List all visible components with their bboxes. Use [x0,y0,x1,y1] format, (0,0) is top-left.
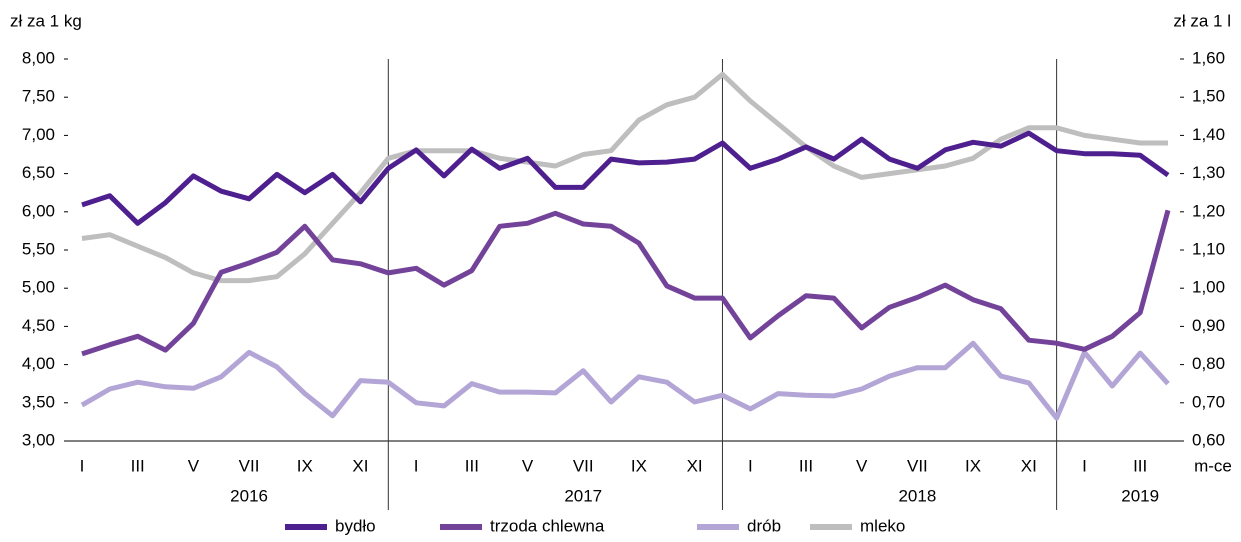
y-tick-label: 7,00 [22,125,55,144]
y-tick-label: 6,50 [22,163,55,182]
legend-label: drób [747,516,781,535]
y-axis-label: zł za 1 kg [10,11,82,30]
y-tick-label: 4,50 [22,316,55,335]
x-tick-label: III [1133,456,1147,475]
series-line [81,71,1168,284]
y-tick-label: 7,50 [22,87,55,106]
y2-tick-label: 1,30 [1192,163,1225,182]
y2-axis-label: zł za 1 l [1173,11,1231,30]
x-tick-label: XI [352,456,368,475]
x-tick-label: XI [1021,456,1037,475]
x-axis-unit: m-ce [1194,456,1232,475]
x-tick-label: IX [965,456,981,475]
x-tick-label: I [748,456,753,475]
y-tick-label: 3,50 [22,392,55,411]
y-tick-label: 6,00 [22,201,55,220]
y-tick-label: 3,00 [22,430,55,449]
x-tick-label: I [80,456,85,475]
y2-tick-label: 1,40 [1192,125,1225,144]
y-tick-label: 8,00 [22,48,55,67]
y2-tick-label: 1,20 [1192,201,1225,220]
year-label: 2019 [1121,486,1159,505]
x-tick-label: VII [907,456,928,475]
series-line [80,340,1170,421]
year-label: 2016 [230,486,268,505]
x-tick-label: IX [297,456,313,475]
x-tick-label: III [799,456,813,475]
x-tick-label: III [131,456,145,475]
x-tick-label: XI [687,456,703,475]
x-tick-label: I [414,456,419,475]
y2-tick-label: 0,90 [1192,316,1225,335]
x-tick-label: V [522,456,534,475]
legend-label: trzoda chlewna [490,516,605,535]
y2-tick-label: 0,70 [1192,392,1225,411]
x-tick-label: I [1082,456,1087,475]
x-tick-label: VII [573,456,594,475]
y-tick-label: 5,50 [22,239,55,258]
legend-label: bydło [335,516,376,535]
year-label: 2017 [564,486,602,505]
x-tick-label: III [465,456,479,475]
y-tick-label: 5,00 [22,278,55,297]
y2-tick-label: 1,50 [1192,87,1225,106]
y2-tick-label: 1,10 [1192,239,1225,258]
x-tick-label: V [856,456,868,475]
y2-tick-label: 1,00 [1192,278,1225,297]
year-label: 2018 [898,486,936,505]
x-tick-label: VII [239,456,260,475]
y2-tick-label: 0,60 [1192,430,1225,449]
series-line [81,130,1170,226]
series-line [81,209,1171,357]
x-tick-label: IX [631,456,647,475]
legend-label: mleko [860,516,905,535]
x-tick-label: V [188,456,200,475]
y2-tick-label: 0,80 [1192,354,1225,373]
y-tick-label: 4,00 [22,354,55,373]
y2-tick-label: 1,60 [1192,48,1225,67]
